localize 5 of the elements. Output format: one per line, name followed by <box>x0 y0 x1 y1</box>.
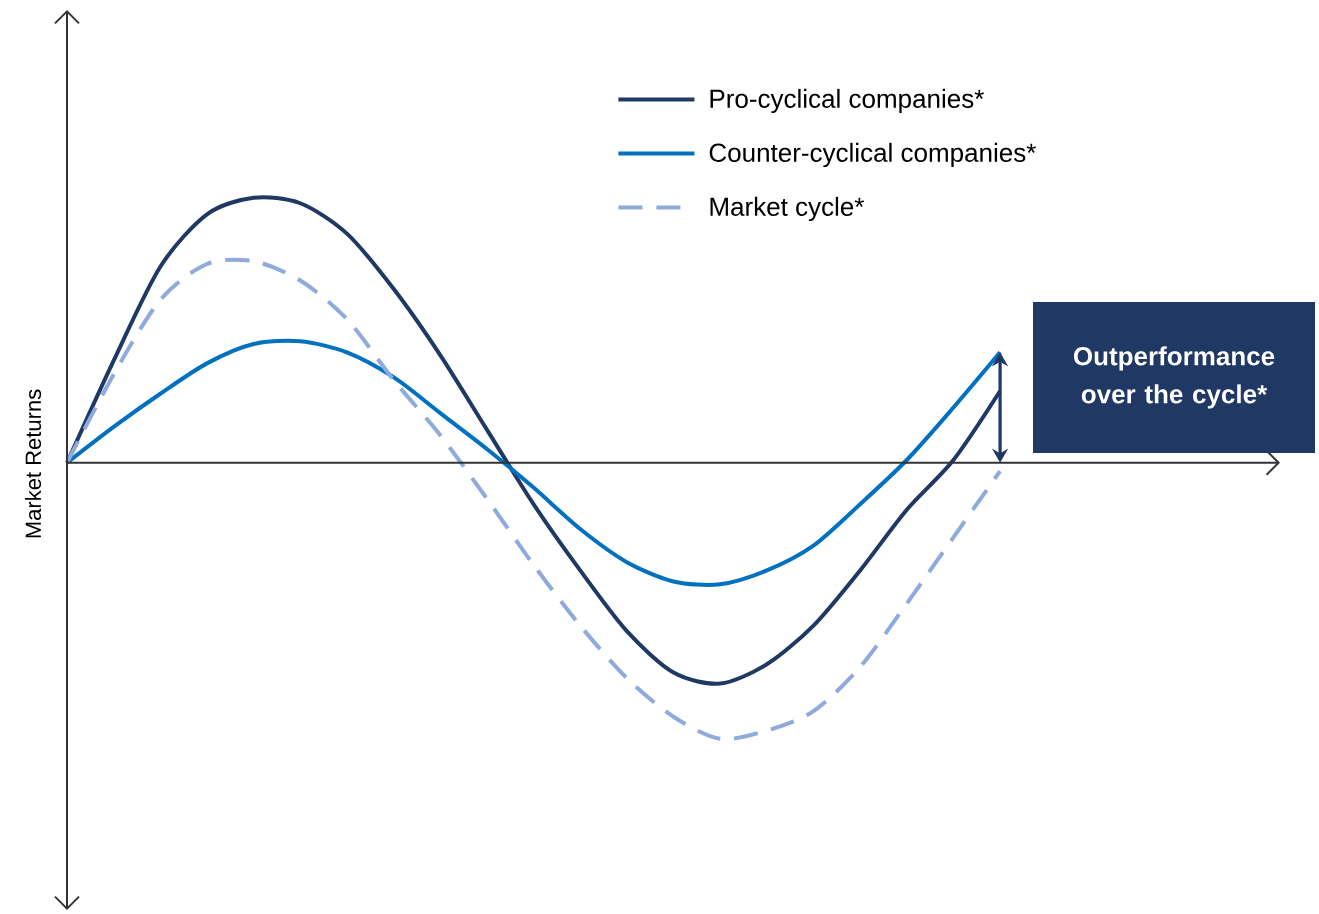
legend-label: Counter-cyclical companies* <box>709 142 1036 168</box>
y-axis-title: Market Returns <box>24 389 42 538</box>
annotation: Outperformance over the cycle* <box>1073 346 1275 409</box>
legend-label: Market cycle* <box>710 196 865 222</box>
legend-label: Pro-cyclical companies* <box>710 88 984 114</box>
